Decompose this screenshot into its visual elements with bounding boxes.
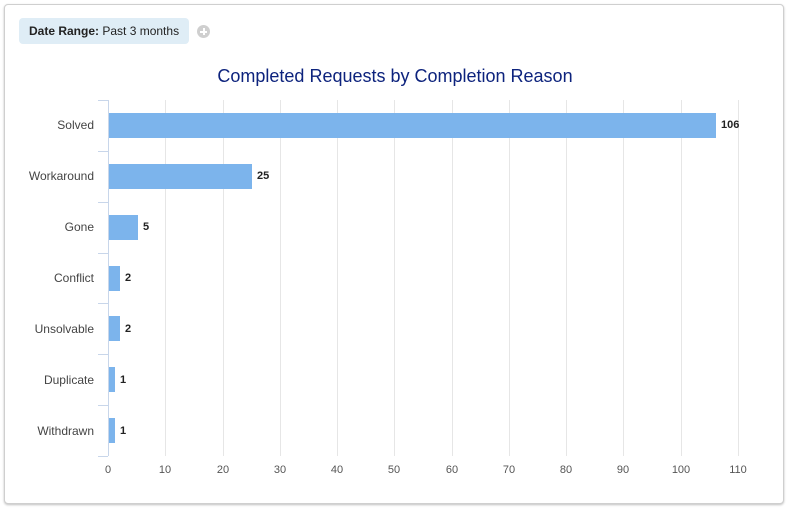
filter-value: Past 3 months	[102, 24, 180, 38]
category-label: Duplicate	[43, 373, 94, 387]
category-label: Conflict	[53, 271, 94, 285]
category-label: Workaround	[28, 169, 94, 183]
y-axis-tick	[98, 151, 108, 152]
gridline	[566, 100, 567, 456]
bar-value-label: 2	[125, 272, 132, 284]
x-axis-tick-label: 20	[216, 464, 230, 476]
x-axis-tick-label: 10	[158, 464, 172, 476]
gridline	[623, 100, 624, 456]
date-range-filter[interactable]: Date Range: Past 3 months	[19, 18, 190, 44]
x-axis-tick-label: 40	[330, 464, 344, 476]
bar[interactable]	[109, 215, 138, 240]
bar[interactable]	[109, 367, 115, 392]
bar[interactable]	[109, 113, 716, 138]
bar-value-label: 5	[143, 221, 150, 233]
gridline	[394, 100, 395, 456]
gridline	[280, 100, 281, 456]
bar-value-label: 1	[120, 425, 127, 437]
y-axis-tick	[98, 202, 108, 203]
x-axis-tick-label: 70	[502, 464, 516, 476]
y-axis-tick	[98, 303, 108, 304]
gridline	[681, 100, 682, 456]
y-axis-line	[108, 100, 109, 456]
gridline	[337, 100, 338, 456]
x-axis-tick-label: 80	[559, 464, 573, 476]
gridline	[509, 100, 510, 456]
bar[interactable]	[109, 418, 115, 443]
x-axis-tick-label: 60	[445, 464, 459, 476]
gridline	[165, 100, 166, 456]
bar[interactable]	[109, 266, 120, 291]
bar-value-label: 1	[120, 374, 127, 386]
filter-label: Date Range:	[29, 24, 100, 38]
bar[interactable]	[109, 164, 252, 189]
chart-title: Completed Requests by Completion Reason	[217, 66, 573, 86]
x-axis-tick-label: 110	[729, 464, 747, 476]
y-axis-tick	[98, 405, 108, 406]
bar-value-label: 2	[125, 323, 132, 335]
bar-value-label: 25	[257, 170, 270, 182]
y-axis-tick	[98, 456, 108, 457]
gridline	[738, 100, 739, 456]
x-axis-tick-label: 100	[671, 464, 691, 476]
category-label: Gone	[64, 220, 94, 234]
category-label: Solved	[57, 118, 94, 132]
bar-value-label: 106	[721, 119, 740, 131]
bar[interactable]	[109, 316, 120, 341]
x-axis-tick-label: 30	[273, 464, 287, 476]
x-axis-tick-label: 90	[616, 464, 630, 476]
category-label: Withdrawn	[37, 424, 94, 438]
x-axis-tick-label: 0	[104, 464, 112, 476]
plus-circle-icon[interactable]	[197, 25, 210, 38]
y-axis-tick	[98, 100, 108, 101]
gridline	[452, 100, 453, 456]
y-axis-tick	[98, 253, 108, 254]
category-label: Unsolvable	[34, 322, 94, 336]
y-axis-tick	[98, 354, 108, 355]
gridline	[223, 100, 224, 456]
x-axis-tick-label: 50	[387, 464, 401, 476]
